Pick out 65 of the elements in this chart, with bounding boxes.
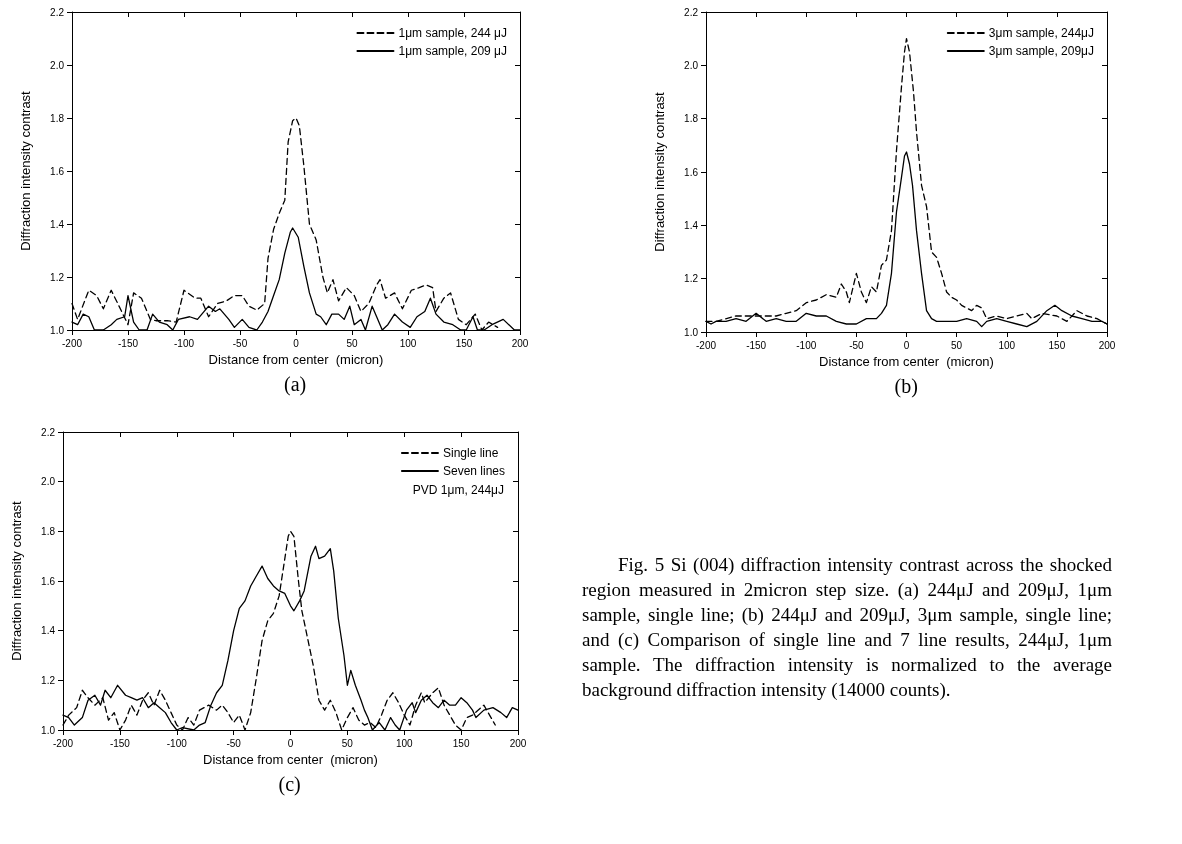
y-tick-label: 1.0	[684, 326, 699, 338]
legend-label: Seven lines	[442, 464, 506, 478]
x-tick-label: 200	[511, 337, 529, 349]
legend-label: 1μm sample, 209 μJ	[398, 44, 508, 58]
x-tick-label: -100	[796, 339, 817, 351]
y-tick-label: 2.0	[50, 59, 65, 71]
y-tick-label: 1.2	[684, 273, 699, 285]
y-tick-label: 2.0	[684, 59, 699, 71]
x-tick-label: 150	[1048, 339, 1066, 351]
y-tick-label: 1.0	[50, 324, 65, 336]
x-tick-label: -150	[746, 339, 767, 351]
y-axis-title: Diffraction intensity contrast	[652, 91, 667, 252]
caption: Fig. 5 Si (004) diffraction intensity contrast across the shocked region measured in 2micron step size. (a) 244μJ and 209μJ, 1μm sample, single line; (b) 244μJ and 209μJ, 3μm sample, single line; and (c) Comparison of single line and 7 line results, 244μJ, 1μm sample. The diffraction intensity is normalized to the average background diffraction intensity (14000 counts).	[582, 553, 1112, 702]
y-tick-label: 1.6	[50, 165, 65, 177]
legend-label: 3μm sample, 244μJ	[988, 26, 1095, 40]
text: (b)	[894, 375, 918, 398]
x-tick-label: 50	[346, 337, 358, 349]
x-tick-label: -150	[109, 737, 131, 749]
y-axis-title: Diffraction intensity contrast	[18, 90, 33, 251]
x-tick-label: 100	[399, 337, 417, 349]
y-tick-label: 1.8	[684, 113, 699, 125]
text: (a)	[284, 373, 307, 396]
x-tick-label: 50	[951, 339, 963, 351]
x-tick-label: -100	[173, 337, 195, 349]
x-axis-title: Distance from center (micron)	[203, 751, 378, 767]
x-tick-label: -100	[166, 737, 188, 749]
text: (c)	[278, 773, 301, 796]
x-tick-label: 100	[395, 737, 414, 749]
legend-label: Single line	[442, 446, 499, 460]
x-tick-label: 0	[287, 737, 294, 749]
y-tick-label: 1.4	[50, 218, 65, 230]
y-tick-label: 1.0	[41, 724, 56, 736]
x-tick-label: -50	[849, 339, 865, 351]
y-tick-label: 1.8	[50, 112, 65, 124]
x-tick-label: -200	[52, 737, 74, 749]
x-tick-label: 50	[341, 737, 354, 749]
x-tick-label: 0	[903, 339, 910, 351]
x-tick-label: -50	[226, 737, 242, 749]
x-tick-label: 100	[998, 339, 1016, 351]
y-tick-label: 1.4	[684, 219, 699, 231]
y-tick-label: 1.4	[41, 625, 56, 637]
y-tick-label: 2.2	[41, 426, 56, 438]
y-tick-label: 1.2	[50, 271, 65, 283]
y-tick-label: 2.2	[684, 6, 699, 18]
x-axis-title: Distance from center (micron)	[819, 353, 994, 369]
x-tick-label: 200	[1098, 339, 1116, 351]
x-tick-label: 200	[509, 737, 527, 749]
x-tick-label: -200	[695, 339, 717, 351]
x-tick-label: -150	[117, 337, 139, 349]
legend-label: 3μm sample, 209μJ	[988, 44, 1095, 58]
y-tick-label: 2.0	[41, 476, 56, 488]
x-axis-title: Distance from center (micron)	[208, 351, 384, 367]
y-tick-label: 1.6	[41, 575, 56, 587]
x-tick-label: -200	[61, 337, 83, 349]
y-tick-label: 2.2	[50, 6, 65, 18]
x-tick-label: 150	[452, 737, 470, 749]
y-tick-label: 1.2	[41, 674, 56, 686]
legend-label: 1μm sample, 244 μJ	[398, 26, 508, 40]
x-tick-label: 150	[455, 337, 473, 349]
y-tick-label: 1.6	[684, 166, 699, 178]
x-tick-label: -50	[232, 337, 248, 349]
y-tick-label: 1.8	[41, 525, 56, 537]
annotation: PVD 1μm, 244μJ	[412, 483, 505, 497]
y-axis-title: Diffraction intensity contrast	[9, 500, 24, 661]
x-tick-label: 0	[293, 337, 300, 349]
